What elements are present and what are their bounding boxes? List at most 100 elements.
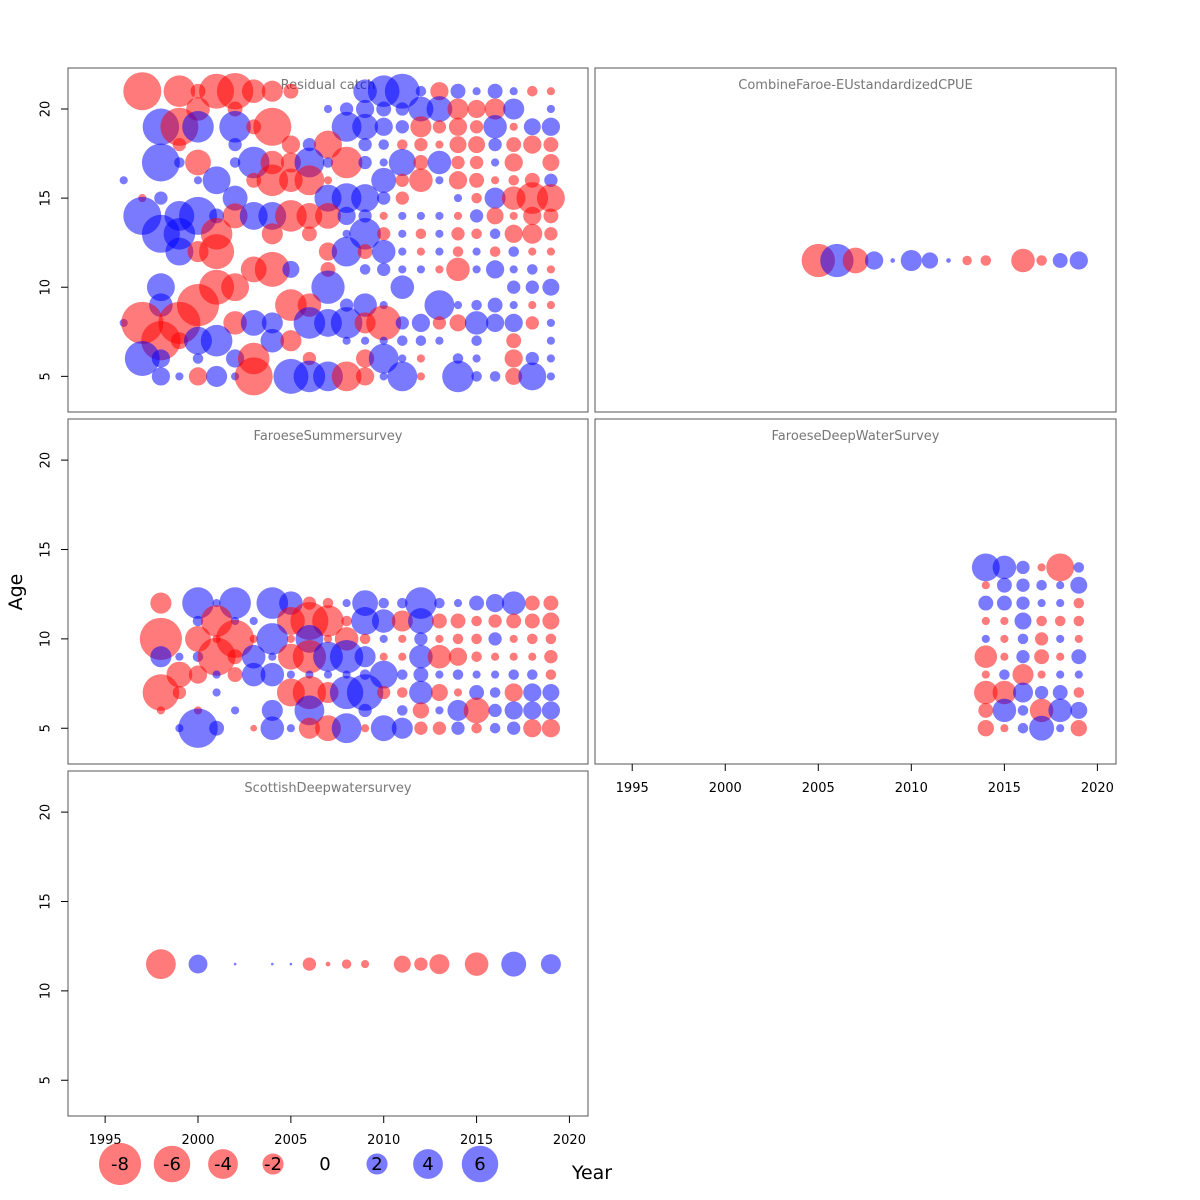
residual-bubble	[341, 959, 352, 969]
residual-bubble	[524, 613, 540, 629]
residual-bubble	[505, 367, 523, 385]
residual-bubble	[1054, 615, 1066, 627]
residual-bubble	[962, 255, 972, 266]
residual-bubble	[426, 96, 453, 122]
residual-bubble	[323, 634, 333, 643]
residual-bubble	[390, 275, 415, 299]
residual-bubble	[509, 87, 518, 96]
x-tick-label: 2005	[802, 781, 835, 796]
residual-bubble	[544, 227, 558, 241]
residual-bubble	[528, 301, 537, 310]
residual-bubble	[453, 688, 463, 697]
residual-bubble	[408, 608, 434, 634]
residual-bubble	[377, 262, 391, 277]
residual-bubble	[472, 670, 481, 679]
residual-bubble	[123, 72, 162, 111]
panel-title: CombineFaroe-EUstandardizedCPUE	[738, 78, 972, 93]
x-tick-label: 2020	[553, 1133, 586, 1148]
residual-bubble	[542, 612, 560, 630]
residual-bubble	[182, 111, 214, 143]
residual-bubble	[1029, 715, 1055, 741]
panel-frame	[594, 67, 1117, 413]
residual-bubble	[1000, 634, 1009, 643]
residual-bubble	[491, 670, 500, 679]
residual-bubble	[469, 155, 484, 170]
residual-bubble	[377, 685, 391, 700]
residual-bubble	[357, 244, 373, 260]
residual-bubble	[358, 703, 372, 718]
residual-bubble	[249, 616, 258, 626]
residual-bubble	[484, 98, 506, 120]
residual-bubble	[409, 168, 433, 193]
residual-bubble	[234, 357, 273, 396]
residual-bubble	[341, 615, 352, 627]
residual-bubble	[342, 599, 351, 608]
panel-frame	[67, 418, 589, 765]
residual-bubble	[452, 669, 464, 680]
residual-bubble	[485, 593, 505, 613]
residual-bubble	[451, 721, 465, 735]
residual-bubble	[485, 313, 505, 333]
panel-faroesedeepwatersurvey: FaroeseDeepWaterSurvey 1995 2000 2005 2010 20…	[594, 418, 1117, 796]
residual-bubble	[216, 72, 254, 110]
legend-bubble	[262, 1153, 284, 1175]
residual-bubble	[331, 236, 362, 267]
residual-bubble	[199, 234, 235, 270]
residual-bubble	[379, 652, 388, 661]
residual-bubble	[524, 595, 540, 611]
residual-bubble	[546, 104, 555, 114]
residual-bubble	[415, 85, 427, 97]
residual-bubble	[361, 336, 370, 345]
residual-bubble	[296, 203, 323, 229]
residual-bubble	[1037, 670, 1046, 679]
residual-bubble	[378, 139, 389, 150]
residual-bubble	[541, 701, 561, 720]
residual-bubble	[1073, 687, 1085, 698]
x-tick-label: 2000	[181, 1133, 214, 1148]
residual-bubble	[330, 146, 363, 179]
residual-bubble	[1074, 634, 1083, 643]
residual-bubble	[546, 354, 555, 363]
residual-bubble	[506, 137, 522, 153]
residual-bubble	[543, 208, 559, 224]
residual-bubble	[546, 265, 555, 274]
residual-bubble	[331, 111, 362, 142]
residual-bubble	[921, 252, 939, 269]
residual-bubble	[241, 79, 266, 103]
residual-bubble	[509, 265, 518, 274]
legend-entry: -2	[262, 1153, 284, 1175]
residual-bubble	[379, 158, 388, 167]
residual-bubble	[192, 353, 204, 364]
panel-title: FaroeseDeepWaterSurvey	[772, 429, 940, 444]
residual-bubble	[978, 595, 994, 611]
residual-bubble	[398, 354, 407, 363]
residual-bubble	[471, 299, 482, 311]
residual-bubble	[1017, 633, 1029, 645]
legend-label: 2	[371, 1154, 382, 1175]
x-tick-label: 1995	[616, 781, 649, 796]
residual-bubble	[342, 336, 351, 345]
residual-bubble	[231, 706, 240, 715]
residual-bubble	[448, 647, 468, 666]
y-tick-label: 15	[39, 893, 54, 910]
legend-bubble	[208, 1149, 238, 1179]
residual-bubble	[416, 354, 425, 363]
residual-bubble	[992, 680, 1017, 705]
residual-bubble	[414, 137, 428, 152]
residual-bubble	[469, 120, 484, 134]
residual-bubble	[202, 166, 231, 195]
residual-bubble	[536, 184, 565, 213]
residual-bubble	[504, 683, 523, 702]
residual-bubble	[1011, 248, 1035, 273]
residual-bubble	[427, 150, 452, 175]
residual-bubble	[946, 258, 951, 263]
residual-bubble	[468, 136, 486, 154]
residual-bubble	[523, 719, 542, 738]
residual-bubble	[1034, 632, 1049, 646]
residual-bubble	[397, 705, 408, 716]
residual-bubble	[981, 670, 990, 679]
legend-label: -8	[111, 1154, 129, 1175]
x-tick-label: 2015	[460, 1133, 493, 1148]
residual-bubble	[485, 260, 505, 279]
